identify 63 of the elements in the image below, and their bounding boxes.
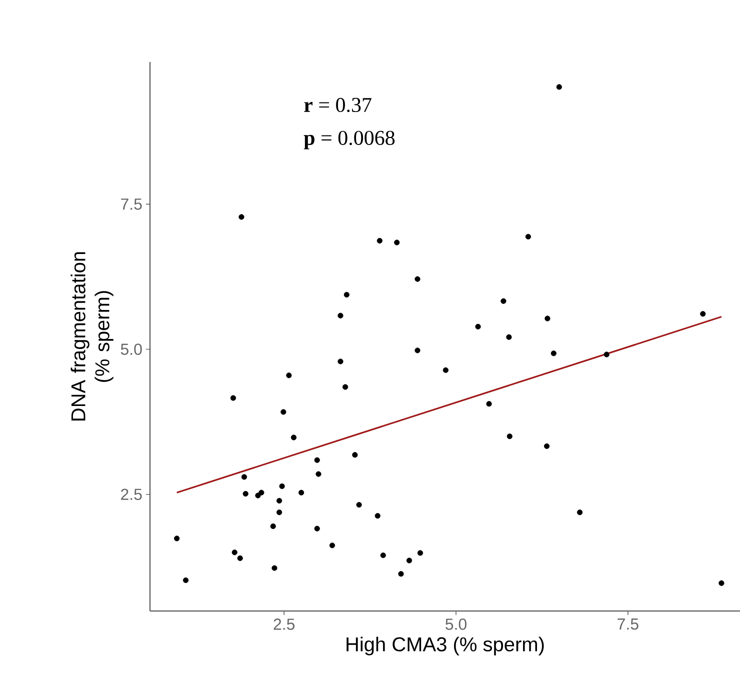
point <box>344 292 350 298</box>
x-tick-label: 5.0 <box>446 618 466 630</box>
point <box>270 523 276 530</box>
point <box>276 510 282 516</box>
point <box>506 434 512 440</box>
x-tick-label: 7.5 <box>618 618 638 630</box>
point <box>298 490 304 496</box>
point <box>276 498 282 504</box>
point <box>230 395 236 401</box>
point <box>544 443 550 449</box>
point <box>576 510 583 516</box>
point <box>314 457 320 463</box>
point <box>414 276 420 282</box>
point <box>232 550 238 556</box>
y-tick-label: 2.5 <box>121 488 142 500</box>
point <box>241 474 248 480</box>
point <box>237 555 243 561</box>
point <box>356 502 362 508</box>
point <box>280 409 286 415</box>
point <box>255 492 261 498</box>
point <box>316 471 322 477</box>
point <box>374 513 380 519</box>
point <box>486 401 492 407</box>
point <box>376 238 382 244</box>
point <box>398 571 404 577</box>
point <box>286 372 292 378</box>
point <box>550 350 556 356</box>
point <box>258 490 264 496</box>
point <box>442 367 448 373</box>
annotation: p = 0.0068 <box>304 130 395 150</box>
point <box>700 311 706 317</box>
point <box>506 334 512 340</box>
point <box>380 552 386 558</box>
point <box>406 558 412 564</box>
point <box>242 490 248 497</box>
point <box>394 240 400 246</box>
point <box>604 352 610 358</box>
point <box>279 483 285 490</box>
point <box>525 234 532 240</box>
point <box>475 324 481 330</box>
point <box>417 550 424 556</box>
annotation: r = 0.37 <box>304 98 372 112</box>
point <box>556 84 562 90</box>
point <box>414 348 420 354</box>
y-tick-label: 7.5 <box>121 198 142 210</box>
point <box>329 542 336 548</box>
y-tick-label: 5.0 <box>120 344 142 355</box>
point <box>182 577 189 584</box>
point <box>544 316 550 322</box>
point <box>174 536 180 542</box>
point <box>352 452 358 458</box>
point <box>338 358 344 364</box>
point <box>290 434 297 440</box>
point <box>718 580 724 586</box>
y-axis-title: DNA fragmentation (% sperm) <box>70 252 114 420</box>
point <box>342 384 348 390</box>
point <box>338 312 344 318</box>
point <box>314 526 320 532</box>
x-tick-label: 2.5 <box>274 618 295 630</box>
point <box>500 298 506 304</box>
x-axis-title: High CMA3 (% sperm) <box>346 636 544 656</box>
point <box>238 214 244 220</box>
point <box>272 565 278 571</box>
